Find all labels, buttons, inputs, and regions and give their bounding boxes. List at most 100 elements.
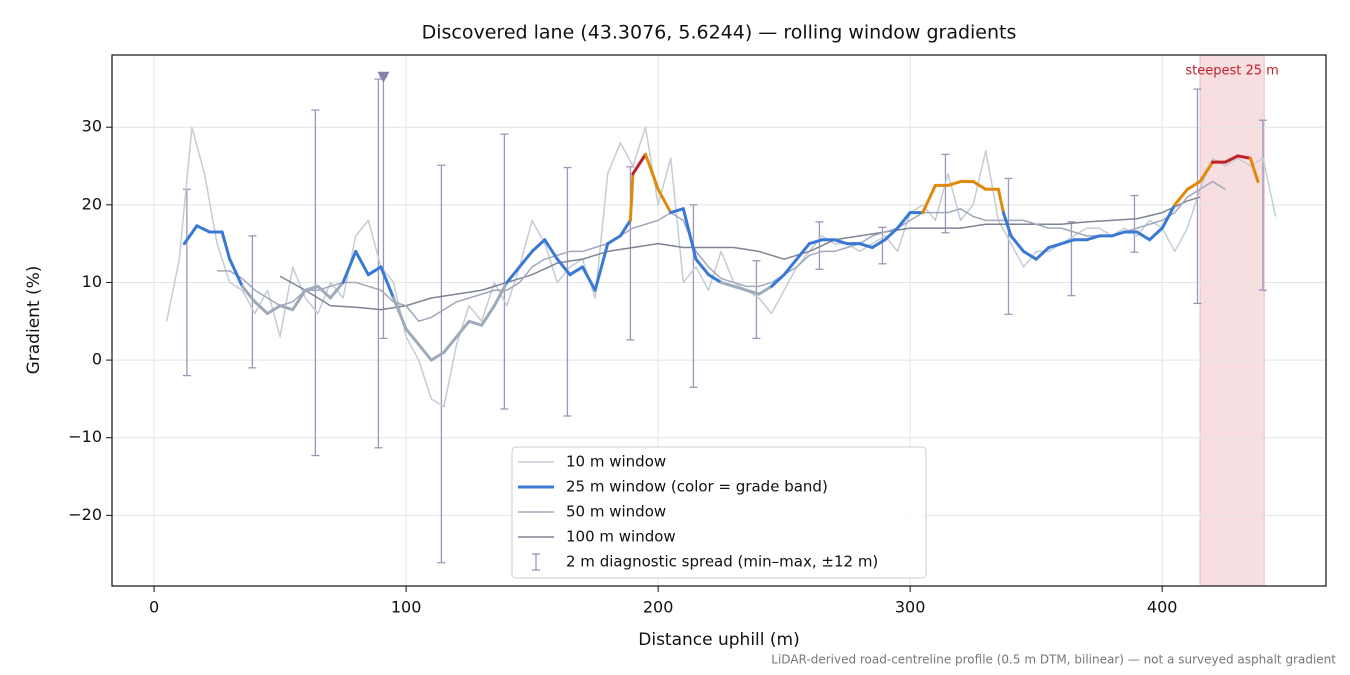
line <box>165 126 1277 408</box>
line-segment <box>631 152 648 176</box>
line-segment <box>833 238 849 246</box>
line-segment <box>581 265 597 292</box>
error-bar <box>941 153 950 234</box>
line-segment <box>719 280 736 288</box>
line-segment <box>228 257 244 288</box>
line-segment <box>253 300 269 316</box>
line-segment <box>795 242 811 261</box>
legend-label: 50 m window <box>566 503 666 521</box>
y-tick-label: 20 <box>82 194 102 213</box>
line-segment <box>265 304 282 316</box>
x-tick-label: 0 <box>149 598 159 617</box>
line-segment <box>1059 238 1076 246</box>
line-segment <box>618 218 632 238</box>
line-segment <box>442 335 459 354</box>
line-segment <box>543 238 559 261</box>
error-bar <box>752 260 761 340</box>
line-segment <box>921 183 937 215</box>
line-segment <box>1148 226 1164 242</box>
line-segment <box>392 296 408 331</box>
error-bar <box>374 78 383 449</box>
line-segment <box>694 257 711 277</box>
line-segment <box>518 249 534 269</box>
clipped-marker <box>377 71 390 83</box>
line-segment <box>996 187 1005 215</box>
line-segment <box>1009 234 1026 253</box>
error-bar <box>311 109 320 457</box>
line-segment <box>1135 230 1152 242</box>
x-tick-label: 400 <box>1147 598 1178 617</box>
span-label: steepest 25 m <box>1185 64 1278 79</box>
error-bar <box>500 133 509 410</box>
plot-frame <box>111 54 1327 587</box>
line-segment <box>568 265 585 277</box>
line-segment <box>1034 246 1051 261</box>
line-segment <box>329 280 345 300</box>
line-segment <box>492 280 509 308</box>
line-segment <box>278 304 295 312</box>
y-tick-label: −10 <box>68 427 102 446</box>
line-segment <box>417 343 433 362</box>
line-segment <box>366 265 383 277</box>
legend-label: 2 m diagnostic spread (min–max, ±12 m) <box>566 553 878 571</box>
line-segment <box>644 152 660 191</box>
y-tick-label: 10 <box>82 272 102 291</box>
line-segment <box>782 257 799 277</box>
error-bar <box>815 221 824 270</box>
legend: 10 m window 25 m window (color = grade ba… <box>511 446 927 579</box>
error-bar <box>248 235 257 369</box>
legend-label: 25 m window (color = grade band) <box>566 478 828 496</box>
line <box>279 196 1201 311</box>
line-segment <box>1001 211 1013 238</box>
line-segment <box>1022 249 1038 261</box>
error-bar <box>1004 177 1013 315</box>
line-segment <box>429 350 446 362</box>
error-bar <box>689 204 698 388</box>
line-segment <box>404 327 421 347</box>
error-bar <box>1130 194 1139 253</box>
line-segment <box>883 226 900 242</box>
line-segment <box>555 257 572 277</box>
line-segment <box>1085 234 1101 242</box>
line-segment <box>316 284 333 300</box>
line-segment <box>1160 203 1177 230</box>
line-segment <box>628 172 635 222</box>
line-segment <box>858 242 874 250</box>
y-tick-label: 30 <box>82 117 102 136</box>
error-bar <box>182 188 191 377</box>
error-bar <box>563 166 572 417</box>
x-axis-label: Distance uphill (m) <box>638 630 799 650</box>
line-segment <box>505 265 522 284</box>
line-segment <box>732 284 748 292</box>
line-segment <box>1223 154 1240 164</box>
line-segment <box>1185 180 1202 191</box>
line-segment <box>530 238 547 253</box>
highlight-span <box>1199 54 1265 587</box>
line-segment <box>220 230 232 261</box>
footnote: LiDAR-derived road-centreline profile (0… <box>771 653 1336 667</box>
x-tick-label: 300 <box>895 598 926 617</box>
line-segment <box>455 319 471 339</box>
line-segment <box>707 273 723 284</box>
line-segment <box>303 284 320 292</box>
line-segment <box>971 180 988 191</box>
chart-title: Discovered lane (43.3076, 5.6244) — roll… <box>422 22 1017 44</box>
y-axis-label: Gradient (%) <box>24 266 44 375</box>
line-segment <box>354 249 370 277</box>
y-tick-label: −20 <box>68 505 102 524</box>
line-segment <box>593 242 610 292</box>
x-tick-label: 200 <box>643 598 674 617</box>
line-segment <box>1248 156 1260 184</box>
line-segment <box>480 304 496 327</box>
line-segment <box>757 284 774 296</box>
line-segment <box>681 207 698 261</box>
line-segment <box>240 284 257 304</box>
error-bar <box>1258 119 1267 291</box>
line-segment <box>291 288 307 312</box>
x-tick-label: 100 <box>391 598 422 617</box>
line-segment <box>669 207 685 215</box>
line-segment <box>195 224 212 234</box>
line <box>217 180 1226 323</box>
line-segment <box>1198 160 1215 184</box>
